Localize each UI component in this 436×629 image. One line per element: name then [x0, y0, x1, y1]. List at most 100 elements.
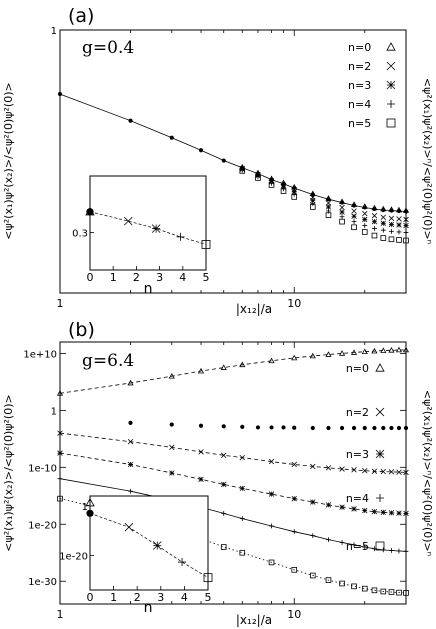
- filled-circle-marker: [396, 425, 402, 431]
- y-tick-label: 1e+10: [23, 349, 57, 360]
- triangle-marker: [197, 367, 205, 374]
- filled-circle-marker: [128, 420, 133, 425]
- triangle-marker: [291, 183, 298, 190]
- square-marker: [375, 541, 385, 551]
- filled-circle-marker: [255, 425, 261, 430]
- panel-label: (b): [68, 319, 95, 341]
- square-marker: [309, 204, 316, 210]
- asterisk-marker: [169, 470, 175, 476]
- asterisk-marker: [386, 80, 396, 90]
- curve-label: n=3: [346, 448, 369, 461]
- data-points: [57, 91, 410, 244]
- square-marker: [396, 589, 402, 596]
- filled-circle-marker: [86, 208, 94, 216]
- plus-marker: [310, 201, 316, 206]
- triangle-marker: [371, 347, 378, 354]
- plus-marker: [269, 523, 274, 529]
- square-marker: [380, 588, 387, 595]
- x-marker: [268, 458, 275, 465]
- plus-marker: [351, 219, 357, 225]
- legend-label: n=0: [348, 41, 371, 54]
- inset-x-tick-label: 2: [133, 271, 140, 284]
- triangle-marker: [386, 42, 396, 51]
- triangle-marker: [402, 207, 410, 213]
- square-marker: [201, 240, 211, 249]
- square-marker: [325, 577, 332, 583]
- triangle-marker: [309, 190, 316, 197]
- plus-marker: [389, 548, 394, 553]
- x-marker: [57, 430, 63, 436]
- inset-x-tick-label: 5: [205, 591, 212, 604]
- triangle-marker: [380, 347, 387, 353]
- filled-circle-marker: [381, 425, 386, 431]
- square-marker: [339, 580, 345, 587]
- inset-x-tick-label: 0: [87, 591, 94, 604]
- triangle-marker: [361, 348, 368, 355]
- legend: n=0 n=2 n=3 n=4 n=5: [348, 41, 396, 130]
- inset-x-tick-label: 0: [87, 271, 94, 284]
- triangle-marker: [380, 205, 387, 212]
- square-marker: [325, 212, 332, 218]
- curve-labels: n=0 n=2 n=3 n=4 n=5: [346, 362, 385, 553]
- triangle-marker: [371, 204, 378, 211]
- asterisk-marker: [325, 502, 332, 508]
- square-marker: [380, 235, 387, 241]
- x-marker: [325, 465, 332, 471]
- plus-marker: [387, 100, 395, 108]
- x-tick-label: 10: [287, 297, 301, 310]
- x-marker: [325, 200, 332, 206]
- triangle-marker: [325, 195, 332, 201]
- x-marker: [169, 444, 175, 451]
- x-marker: [221, 452, 227, 459]
- plus-marker: [239, 516, 245, 521]
- plot-frame: [59, 29, 407, 294]
- inset-guide-line: [89, 211, 207, 245]
- x-marker: [403, 469, 409, 476]
- inset-x-tick-label: 5: [203, 271, 210, 284]
- x-marker: [351, 208, 357, 214]
- square-marker: [309, 572, 316, 579]
- triangle-marker: [350, 349, 358, 355]
- x-marker: [339, 204, 345, 211]
- plus-marker: [380, 227, 386, 233]
- panel-a: (a) g=0.4 <ψ²(x₁)ψ²(x₂)>/<ψ²(0)ψ²(0)> <ψ…: [2, 5, 434, 316]
- plus-marker: [310, 533, 316, 539]
- inset-x-tick-label: 2: [134, 591, 141, 604]
- x-marker: [291, 461, 297, 468]
- filled-circle-marker: [339, 425, 345, 431]
- asterisk-marker: [351, 506, 357, 512]
- x-marker: [403, 216, 409, 223]
- asterisk-marker: [339, 504, 345, 510]
- filled-circle-marker: [372, 425, 377, 431]
- legend-label: n=3: [348, 79, 371, 92]
- square-marker: [291, 567, 298, 573]
- x-marker: [396, 216, 402, 222]
- triangle-marker: [338, 350, 346, 356]
- inset-x-axis-label: n: [144, 600, 153, 616]
- x-marker: [371, 213, 378, 219]
- y-axis-label-right: <ψ²(x₁)ψ²(x₂)>ⁿ/<ψ²(0)ψ²(0)>ⁿ: [421, 78, 434, 244]
- x-marker: [198, 449, 204, 455]
- triangle-marker: [220, 364, 227, 370]
- square-marker: [239, 549, 246, 556]
- plus-marker: [389, 228, 394, 234]
- x-marker: [362, 468, 368, 474]
- x-marker: [380, 214, 386, 220]
- plus-marker: [255, 174, 261, 180]
- inset-axis-ticks: 0 1 2 3 4 5 1 1e-20: [59, 502, 211, 604]
- x-marker: [396, 469, 402, 475]
- filled-circle-marker: [198, 423, 204, 428]
- asterisk-marker: [291, 495, 297, 502]
- inset-data-points: [85, 497, 213, 583]
- filled-circle-marker: [310, 425, 315, 431]
- triangle-marker: [395, 206, 403, 213]
- x-marker: [380, 468, 386, 475]
- triangle-marker: [350, 201, 358, 207]
- asterisk-marker: [380, 509, 386, 515]
- asterisk-marker: [351, 213, 357, 219]
- panel-b: (b) g=6.4 <ψ²(x₁)ψ²(x₂)>/<ψ²(0)ψ²(0)> <ψ…: [2, 319, 434, 627]
- filled-circle-marker: [128, 118, 133, 123]
- plus-marker: [403, 230, 409, 235]
- inset-x-tick-label: 3: [157, 591, 164, 604]
- x-marker: [339, 466, 345, 472]
